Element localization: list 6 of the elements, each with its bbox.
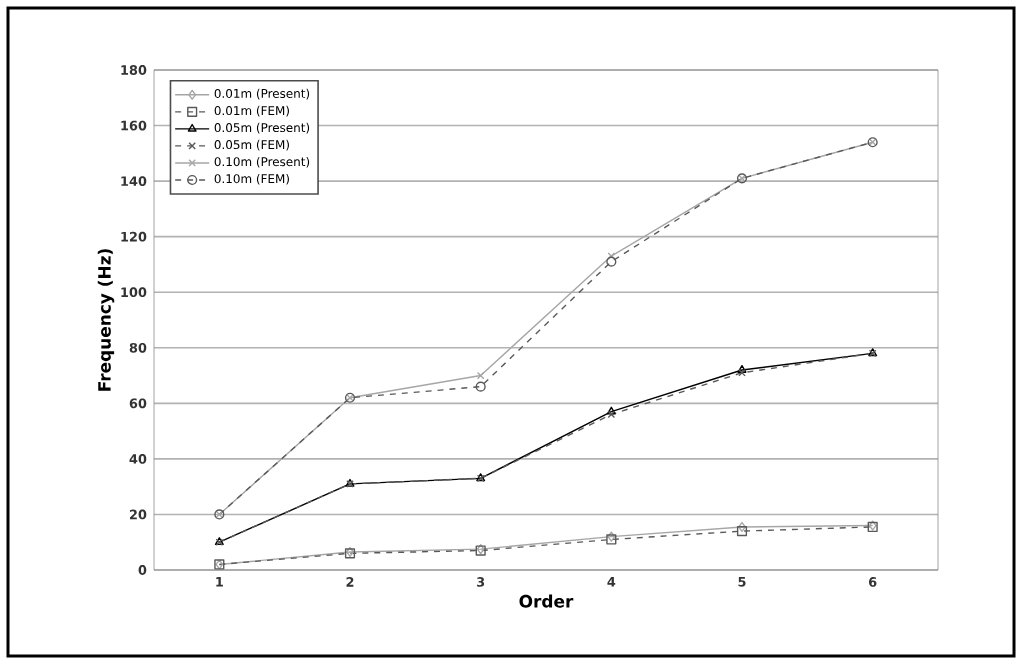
y-axis-title: Frequency (Hz) [97, 249, 115, 391]
x-axis-title: Order [519, 594, 574, 608]
point [737, 364, 747, 373]
point [736, 526, 748, 537]
point [475, 381, 486, 392]
point [606, 256, 617, 267]
